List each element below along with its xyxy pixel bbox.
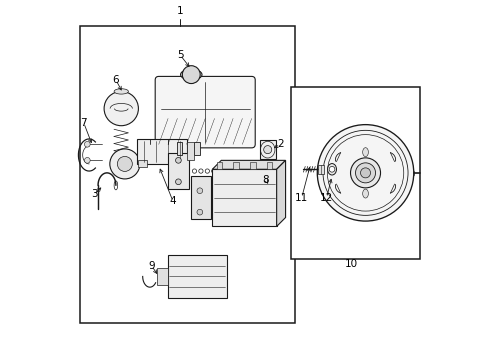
Text: 2: 2: [276, 139, 283, 149]
Circle shape: [117, 157, 132, 171]
Bar: [157, 268, 167, 285]
Bar: [249, 162, 255, 169]
Circle shape: [110, 149, 140, 179]
Circle shape: [317, 125, 413, 221]
Text: 12: 12: [319, 193, 333, 203]
Circle shape: [263, 145, 271, 154]
Polygon shape: [276, 160, 285, 226]
Bar: [80, 26, 294, 323]
Bar: [176, 143, 182, 155]
Bar: [167, 153, 189, 189]
Circle shape: [360, 168, 370, 178]
Ellipse shape: [362, 148, 367, 157]
Text: 3: 3: [91, 189, 98, 199]
Bar: [212, 169, 276, 226]
Ellipse shape: [362, 189, 367, 198]
Bar: [233, 162, 239, 169]
Text: 5: 5: [177, 50, 183, 60]
Circle shape: [197, 188, 203, 194]
Ellipse shape: [327, 163, 336, 175]
Bar: [190, 176, 210, 219]
Bar: [216, 162, 222, 169]
Bar: [266, 162, 272, 169]
Circle shape: [197, 209, 203, 215]
Bar: [194, 143, 200, 155]
Circle shape: [355, 163, 375, 183]
Circle shape: [84, 141, 90, 147]
FancyBboxPatch shape: [155, 76, 255, 148]
Polygon shape: [212, 160, 285, 169]
Bar: [138, 160, 147, 167]
Circle shape: [328, 166, 334, 172]
Bar: [137, 139, 187, 164]
Text: 10: 10: [345, 258, 358, 269]
Circle shape: [175, 179, 181, 185]
Bar: [317, 165, 324, 174]
Ellipse shape: [180, 69, 202, 80]
Text: 8: 8: [262, 175, 269, 185]
Circle shape: [104, 91, 138, 126]
Circle shape: [182, 66, 200, 84]
Bar: [167, 255, 226, 298]
Text: 4: 4: [169, 197, 176, 206]
Bar: [290, 87, 419, 258]
Bar: [187, 143, 193, 160]
Text: 11: 11: [294, 193, 307, 203]
Text: 6: 6: [112, 75, 119, 85]
Text: 7: 7: [80, 118, 87, 128]
Bar: [259, 140, 275, 159]
Text: 9: 9: [148, 261, 155, 271]
Text: 1: 1: [177, 6, 183, 16]
Circle shape: [350, 158, 380, 188]
Ellipse shape: [114, 89, 128, 94]
Circle shape: [175, 157, 181, 163]
Circle shape: [84, 157, 90, 163]
